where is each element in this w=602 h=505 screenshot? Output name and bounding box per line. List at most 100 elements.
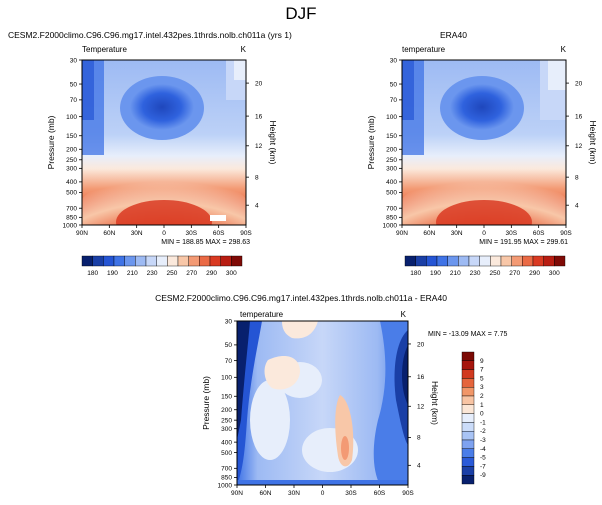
colorbar-swatch bbox=[167, 255, 179, 267]
diff-stats: MIN = -13.09 MAX = 7.75 bbox=[428, 331, 507, 338]
colorbar-swatch bbox=[554, 255, 566, 267]
y-tick-label: 250 bbox=[386, 157, 397, 164]
obs-units: K bbox=[561, 45, 567, 54]
colorbar-swatch bbox=[532, 255, 544, 267]
y-tick-label: 30 bbox=[70, 57, 78, 64]
model-contour-field bbox=[82, 60, 246, 225]
colorbar-label: 3 bbox=[480, 384, 484, 391]
y-tick-label: 400 bbox=[66, 179, 77, 186]
colorbar-label: 190 bbox=[430, 270, 441, 277]
colorbar-swatch bbox=[231, 255, 243, 267]
colorbar-label: -9 bbox=[480, 472, 486, 479]
page-title: DJF bbox=[285, 4, 317, 23]
x-tick-label: 90N bbox=[396, 230, 408, 237]
colorbar-swatch bbox=[156, 255, 168, 267]
colorbar-swatch bbox=[461, 378, 475, 388]
model-axes: 90N 60N 30N 0 30S 60S 90S 30 50 70 100 150 200 250 300… bbox=[46, 57, 278, 237]
y-tick-label: 100 bbox=[386, 114, 397, 121]
y-tick-label: 50 bbox=[70, 81, 78, 88]
y-axis-title: Pressure (mb) bbox=[46, 115, 56, 169]
colorbar-swatch bbox=[461, 395, 475, 406]
colorbar-label: 300 bbox=[549, 270, 560, 277]
y-tick-label: 200 bbox=[66, 147, 77, 154]
obs-colorbar: 180 190 210 230 250 270 290 300 bbox=[404, 255, 566, 277]
colorbar-swatch bbox=[461, 422, 475, 432]
y2-tick-label: 8 bbox=[255, 174, 259, 181]
y-tick-label: 30 bbox=[390, 57, 398, 64]
y2-tick-label: 12 bbox=[575, 143, 583, 150]
x-tick-label: 30S bbox=[345, 490, 357, 497]
x-tick-label: 0 bbox=[482, 230, 486, 237]
y-tick-label: 200 bbox=[221, 407, 232, 414]
obs-panel-title: ERA40 bbox=[440, 30, 467, 40]
obs-contour-field bbox=[402, 60, 566, 225]
y-tick-label: 100 bbox=[66, 114, 77, 121]
x-tick-label: 0 bbox=[321, 490, 325, 497]
colorbar-label: 270 bbox=[186, 270, 197, 277]
y-tick-label: 150 bbox=[221, 394, 232, 401]
colorbar-label: 180 bbox=[87, 270, 98, 277]
y-tick-label: 150 bbox=[66, 133, 77, 140]
y2-axis-title: Height (km) bbox=[588, 121, 598, 165]
colorbar-label: -7 bbox=[480, 463, 486, 470]
y-tick-label: 700 bbox=[221, 466, 232, 473]
x-tick-label: 60N bbox=[423, 230, 435, 237]
model-panel-title: CESM2.F2000climo.C96.C96.mg17.intel.432p… bbox=[8, 30, 292, 40]
x-tick-label: 30N bbox=[451, 230, 463, 237]
colorbar-swatch bbox=[461, 475, 475, 485]
y-tick-label: 400 bbox=[221, 439, 232, 446]
colorbar-swatch bbox=[461, 369, 475, 379]
colorbar-label: 250 bbox=[489, 270, 500, 277]
y-tick-label: 70 bbox=[390, 97, 398, 104]
colorbar-swatch bbox=[209, 255, 221, 267]
colorbar-swatch bbox=[461, 457, 475, 467]
y-tick-label: 850 bbox=[386, 215, 397, 222]
colorbar-label: -5 bbox=[480, 455, 486, 462]
diff-left-label: temperature bbox=[240, 310, 284, 319]
x-tick-label: 60S bbox=[213, 230, 225, 237]
x-tick-label: 0 bbox=[162, 230, 166, 237]
y2-tick-label: 4 bbox=[417, 463, 421, 470]
diff-axes: 90N 60N 30N 0 30S 60S 90S 30 50 70 100 150 200 250 300… bbox=[201, 318, 440, 497]
colorbar-swatch bbox=[461, 439, 475, 450]
colorbar-label: 250 bbox=[166, 270, 177, 277]
colorbar-swatch bbox=[461, 448, 475, 458]
x-tick-label: 90S bbox=[240, 230, 252, 237]
colorbar-swatch bbox=[81, 255, 93, 267]
colorbar-swatch bbox=[461, 404, 475, 414]
x-tick-label: 30S bbox=[506, 230, 518, 237]
diff-contour-field bbox=[237, 321, 408, 485]
diff-colorbar: 9 75 3 2 1 0-1 -2 -3 -4 -5-7 -9 bbox=[461, 351, 486, 485]
colorbar-swatch bbox=[458, 255, 470, 267]
y-tick-label: 100 bbox=[221, 375, 232, 382]
y-axis-title: Pressure (mb) bbox=[366, 115, 376, 169]
colorbar-label: 290 bbox=[206, 270, 217, 277]
y2-tick-label: 16 bbox=[255, 113, 263, 120]
model-panel bbox=[81, 59, 247, 226]
y2-tick-label: 16 bbox=[575, 113, 583, 120]
x-tick-label: 90N bbox=[231, 490, 243, 497]
colorbar-label: 290 bbox=[529, 270, 540, 277]
colorbar-label: 230 bbox=[147, 270, 158, 277]
y-tick-label: 400 bbox=[386, 179, 397, 186]
y2-tick-label: 20 bbox=[255, 80, 263, 87]
colorbar-label: 9 bbox=[480, 358, 484, 365]
y-tick-label: 300 bbox=[386, 166, 397, 173]
colorbar-label: 270 bbox=[509, 270, 520, 277]
y-tick-label: 1000 bbox=[383, 222, 398, 229]
colorbar-label: 190 bbox=[107, 270, 118, 277]
y2-tick-label: 4 bbox=[575, 203, 579, 210]
y2-tick-label: 16 bbox=[417, 374, 425, 381]
y-tick-label: 30 bbox=[225, 318, 233, 325]
colorbar-label: 2 bbox=[480, 393, 484, 400]
y2-tick-label: 20 bbox=[575, 80, 583, 87]
y2-axis-title: Height (km) bbox=[430, 381, 440, 425]
colorbar-swatch bbox=[522, 255, 534, 267]
x-tick-label: 90S bbox=[402, 490, 414, 497]
y2-tick-label: 12 bbox=[417, 404, 425, 411]
x-tick-label: 90S bbox=[560, 230, 572, 237]
colorbar-swatch bbox=[220, 255, 232, 267]
y2-tick-label: 4 bbox=[255, 203, 259, 210]
colorbar-label: 1 bbox=[480, 402, 484, 409]
y-axis-title: Pressure (mb) bbox=[201, 376, 211, 430]
